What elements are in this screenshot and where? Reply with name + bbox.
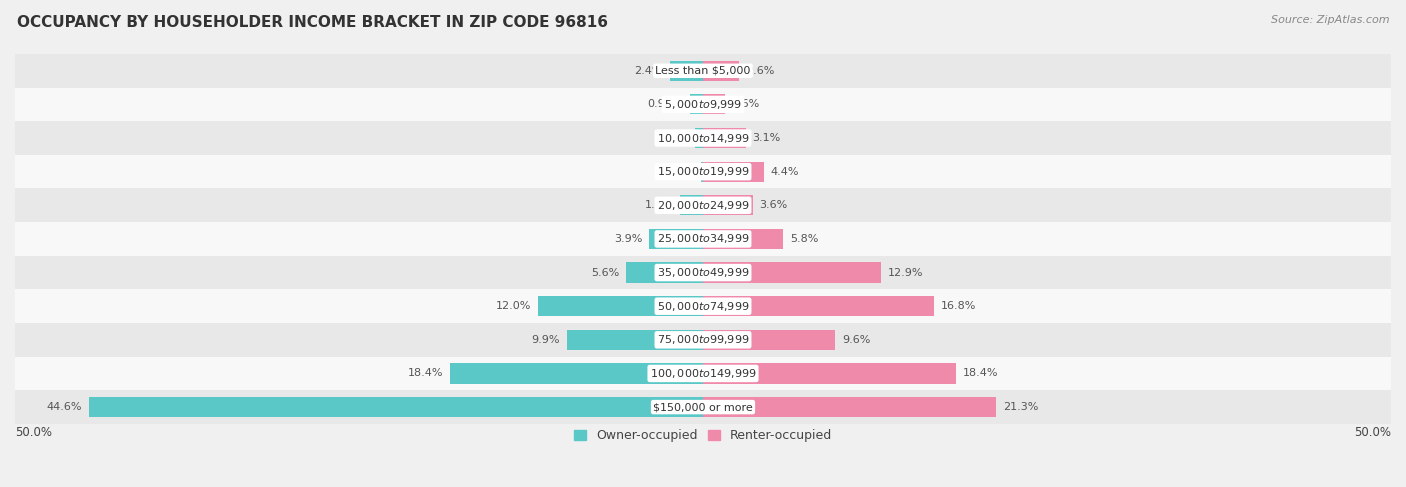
Bar — [703, 61, 738, 81]
Bar — [703, 128, 745, 148]
Text: $75,000 to $99,999: $75,000 to $99,999 — [657, 333, 749, 346]
Text: 2.6%: 2.6% — [745, 66, 775, 76]
Text: 12.9%: 12.9% — [887, 267, 922, 278]
Text: 9.9%: 9.9% — [531, 335, 560, 345]
Text: 0.6%: 0.6% — [659, 133, 688, 143]
Text: 16.8%: 16.8% — [941, 301, 976, 311]
Bar — [671, 61, 703, 81]
Text: 5.6%: 5.6% — [591, 267, 619, 278]
Bar — [703, 162, 763, 182]
Text: $25,000 to $34,999: $25,000 to $34,999 — [657, 232, 749, 245]
Legend: Owner-occupied, Renter-occupied: Owner-occupied, Renter-occupied — [568, 424, 838, 447]
Text: 2.4%: 2.4% — [634, 66, 664, 76]
Bar — [626, 262, 703, 282]
Bar — [650, 229, 703, 249]
Bar — [15, 222, 1391, 256]
Text: 3.1%: 3.1% — [752, 133, 780, 143]
Text: 1.7%: 1.7% — [644, 200, 672, 210]
Text: $20,000 to $24,999: $20,000 to $24,999 — [657, 199, 749, 212]
Bar — [15, 88, 1391, 121]
Bar — [15, 323, 1391, 356]
Bar — [703, 397, 995, 417]
Bar — [567, 330, 703, 350]
Text: 1.6%: 1.6% — [733, 99, 761, 110]
Bar — [538, 296, 703, 316]
Bar — [15, 356, 1391, 390]
Text: OCCUPANCY BY HOUSEHOLDER INCOME BRACKET IN ZIP CODE 96816: OCCUPANCY BY HOUSEHOLDER INCOME BRACKET … — [17, 15, 607, 30]
Text: 3.9%: 3.9% — [614, 234, 643, 244]
Text: Less than $5,000: Less than $5,000 — [655, 66, 751, 76]
Bar — [15, 390, 1391, 424]
Text: $50,000 to $74,999: $50,000 to $74,999 — [657, 300, 749, 313]
Bar — [90, 397, 703, 417]
Text: 18.4%: 18.4% — [408, 369, 443, 378]
Bar — [703, 94, 725, 114]
Text: $15,000 to $19,999: $15,000 to $19,999 — [657, 165, 749, 178]
Text: 50.0%: 50.0% — [1354, 426, 1391, 439]
Bar — [703, 363, 956, 384]
Text: Source: ZipAtlas.com: Source: ZipAtlas.com — [1271, 15, 1389, 25]
Text: 4.4%: 4.4% — [770, 167, 799, 177]
Bar — [15, 256, 1391, 289]
Bar — [15, 121, 1391, 155]
Bar — [15, 289, 1391, 323]
Bar — [703, 262, 880, 282]
Text: 9.6%: 9.6% — [842, 335, 870, 345]
Bar — [703, 229, 783, 249]
Text: $35,000 to $49,999: $35,000 to $49,999 — [657, 266, 749, 279]
Text: 50.0%: 50.0% — [15, 426, 52, 439]
Text: 0.94%: 0.94% — [648, 99, 683, 110]
Text: 3.6%: 3.6% — [759, 200, 787, 210]
Bar — [15, 54, 1391, 88]
Text: $5,000 to $9,999: $5,000 to $9,999 — [664, 98, 742, 111]
Bar — [15, 155, 1391, 188]
Text: 5.8%: 5.8% — [790, 234, 818, 244]
Bar — [703, 330, 835, 350]
Text: 21.3%: 21.3% — [1002, 402, 1039, 412]
Text: 0.18%: 0.18% — [658, 167, 693, 177]
Text: 18.4%: 18.4% — [963, 369, 998, 378]
Text: $10,000 to $14,999: $10,000 to $14,999 — [657, 131, 749, 145]
Bar — [679, 195, 703, 215]
Text: $100,000 to $149,999: $100,000 to $149,999 — [650, 367, 756, 380]
Text: 44.6%: 44.6% — [46, 402, 83, 412]
Bar — [450, 363, 703, 384]
Bar — [703, 195, 752, 215]
Bar — [703, 296, 934, 316]
Bar — [700, 162, 703, 182]
Bar — [690, 94, 703, 114]
Text: $150,000 or more: $150,000 or more — [654, 402, 752, 412]
Bar — [15, 188, 1391, 222]
Bar — [695, 128, 703, 148]
Text: 12.0%: 12.0% — [496, 301, 531, 311]
